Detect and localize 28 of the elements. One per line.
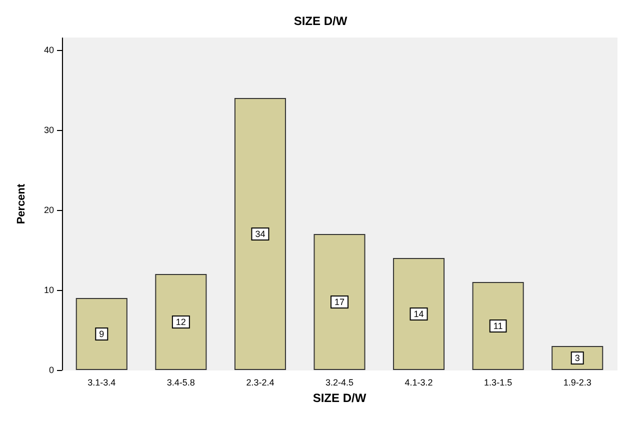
data-label: 34: [255, 229, 266, 239]
chart-title: SIZE D/W: [294, 14, 348, 28]
data-label: 12: [176, 317, 186, 327]
bar: [155, 274, 207, 370]
y-tick-label: 30: [44, 125, 54, 135]
data-label: 14: [414, 309, 424, 319]
x-axis-title: SIZE D/W: [312, 391, 367, 405]
x-tick-label: 3.2-4.5: [325, 378, 354, 388]
y-tick-label: 40: [44, 45, 54, 55]
y-tick-label: 10: [44, 285, 54, 295]
data-label: 17: [334, 297, 345, 307]
bar: [76, 298, 128, 370]
y-tick-label: 0: [48, 365, 54, 375]
y-axis-title: Percent: [16, 183, 28, 224]
data-label: 9: [99, 329, 104, 339]
data-label: 3: [574, 353, 580, 363]
y-tick-label: 20: [44, 205, 54, 215]
x-tick-label: 1.3-1.5: [484, 378, 512, 388]
bar: [393, 258, 445, 370]
x-tick-label: 4.1-3.2: [404, 378, 433, 388]
x-tick-label: 3.1-3.4: [88, 378, 116, 388]
bar: [472, 282, 524, 370]
bar: [234, 98, 286, 370]
data-label: 11: [493, 321, 503, 331]
x-tick-label: 2.3-2.4: [246, 378, 274, 388]
bar: [314, 234, 366, 370]
x-tick-label: 3.4-5.8: [166, 378, 195, 388]
x-tick-label: 1.9-2.3: [563, 378, 592, 388]
